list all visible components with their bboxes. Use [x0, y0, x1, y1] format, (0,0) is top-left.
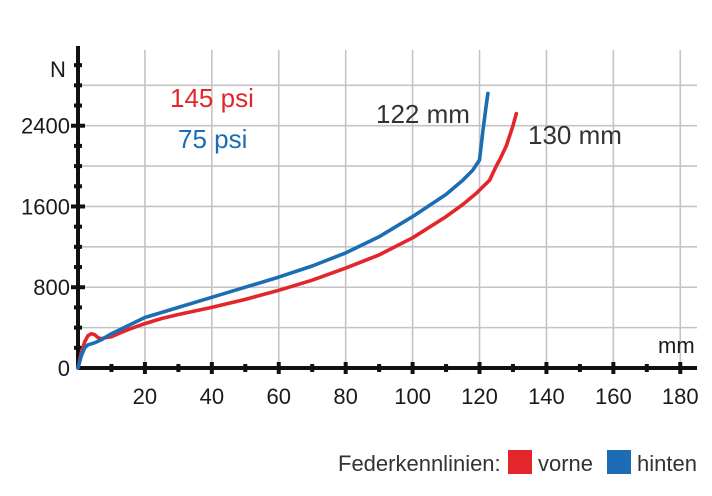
x-axis-label: mm: [658, 333, 695, 358]
tick-marks: [71, 63, 683, 374]
legend-label-vorne: vorne: [538, 451, 593, 476]
y-tick-label-2400: 2400: [21, 114, 70, 139]
end-label-hinten: 122 mm: [376, 99, 470, 129]
legend-swatch-hinten: [607, 450, 631, 474]
end-label-vorne: 130 mm: [528, 120, 622, 150]
grid-lines: [78, 50, 697, 368]
x-tick-label-60: 60: [267, 384, 291, 409]
y-axis-label: N: [50, 57, 66, 82]
series-lines: [76, 91, 519, 370]
legend-title: Federkennlinien:: [338, 451, 501, 476]
pressure-label-vorne: 145 psi: [170, 83, 254, 113]
legend-swatch-vorne: [508, 450, 532, 474]
y-tick-label-800: 800: [33, 275, 70, 300]
pressure-label-hinten: 75 psi: [178, 124, 247, 154]
legend-label-hinten: hinten: [637, 451, 697, 476]
x-tick-label-100: 100: [394, 384, 431, 409]
y-tick-label-0: 0: [58, 356, 70, 381]
x-tick-label-40: 40: [200, 384, 224, 409]
x-tick-label-20: 20: [133, 384, 157, 409]
x-tick-label-180: 180: [662, 384, 699, 409]
tick-labels: 20 40 60 80 100 120 140 160 180 0 800 1600 2400: [21, 114, 699, 409]
x-tick-label-160: 160: [595, 384, 632, 409]
series-line-vorne: [76, 111, 519, 370]
y-tick-label-1600: 1600: [21, 194, 70, 219]
legend: Federkennlinien: vorne hinten: [338, 450, 697, 476]
x-tick-label-140: 140: [528, 384, 565, 409]
series-line-hinten: [76, 91, 490, 370]
x-tick-label-80: 80: [333, 384, 357, 409]
x-tick-label-120: 120: [461, 384, 498, 409]
